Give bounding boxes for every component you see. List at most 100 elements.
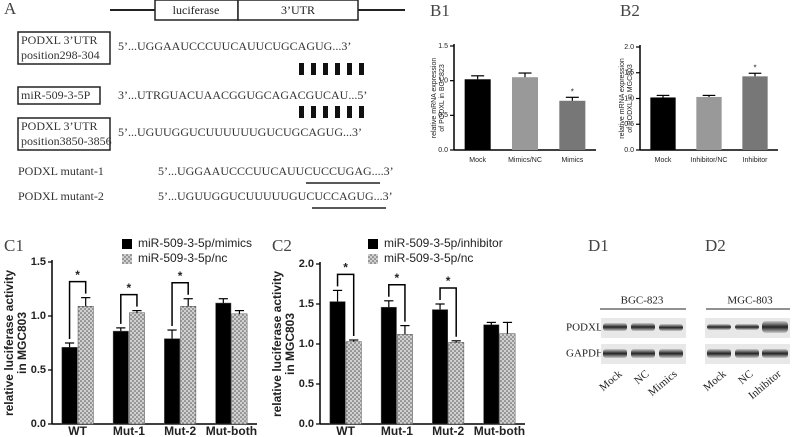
x-tick-label: Mut-2: [164, 424, 196, 437]
lane-label: Mock: [597, 368, 625, 394]
x-tick-label: WT: [336, 424, 355, 437]
bar: [61, 347, 78, 425]
panel-label: C2: [272, 236, 292, 255]
sequence-label: PODXL 3’UTR: [21, 119, 98, 133]
lane-label: Inhibitor: [746, 368, 783, 402]
legend-label: miR-509-3-5p/inhibitor: [384, 236, 503, 250]
y-tick-label: 0.0: [299, 418, 314, 430]
pairing-bars: [299, 106, 364, 118]
panel-label: D2: [705, 236, 726, 255]
x-tick-label: Mock: [469, 157, 486, 164]
bar: [380, 306, 397, 425]
y-tick-label: 1.0: [299, 338, 314, 350]
bar: [559, 100, 586, 150]
sequence-label: PODXL 3’UTR: [21, 33, 98, 47]
x-tick-label: Mimics: [561, 157, 583, 164]
y-axis-label: relative mRNA expression: [431, 58, 438, 139]
y-axis-label: relative luciferase activity: [270, 271, 284, 417]
y-tick-label: 0.5: [31, 364, 46, 376]
construct-label: luciferase: [173, 3, 220, 17]
y-tick-label: 1.0: [31, 310, 46, 322]
significance-bracket: [388, 284, 406, 322]
y-tick-label: 0.5: [624, 121, 634, 128]
sequence: 5’...UGUUGGUCUUUUUUGUCUGCAGUG...3’: [118, 125, 362, 139]
construct-label: 3’UTR: [281, 3, 315, 17]
x-tick-label: Mut-1: [381, 424, 413, 437]
y-axis-label: in MGC803: [15, 312, 29, 374]
bar: [448, 342, 465, 425]
utr-box: [237, 0, 359, 21]
bar: [129, 312, 145, 425]
legend-swatch: [368, 239, 378, 249]
y-tick-label: 2.0: [624, 44, 634, 51]
x-tick-label: Mut-both: [474, 424, 525, 437]
label-box: [17, 117, 111, 151]
sequence: 5’...UGUUGGUCUUUUUGUCUCCAGUG...3’: [158, 189, 393, 203]
significance: *: [178, 269, 183, 283]
y-tick-label: 1.5: [624, 70, 634, 77]
panel-label: D1: [588, 236, 609, 255]
bar: [432, 309, 448, 425]
significance-bracket: [120, 293, 138, 324]
sequence-label: position3850-3856: [21, 134, 112, 148]
lane-label: NC: [736, 368, 755, 387]
bands: [707, 321, 788, 358]
x-tick-label: Mock: [655, 157, 672, 164]
y-tick-label: 0.0: [31, 418, 46, 430]
sequence: 3’...UTRGUACUAACGGUGCAGACGUCAU...5’: [118, 88, 367, 102]
significance: *: [446, 274, 451, 288]
cell-line: BGC-823: [621, 295, 664, 307]
significance: *: [343, 261, 348, 275]
y-tick-label: 1.5: [299, 298, 314, 310]
bar: [345, 341, 362, 425]
panel-d1: BGC-823 PODXL GAPDH Mock NC Mimics: [566, 295, 686, 399]
x-tick-label: WT: [68, 424, 87, 437]
panel-label: B1: [430, 1, 450, 20]
lane-label: Mimics: [646, 368, 679, 399]
significance-bracket: [336, 273, 355, 336]
panel-a: A luciferase 3’UTR PODXL 3’UTR position2…: [4, 0, 405, 209]
y-tick-label: 0.5: [299, 378, 314, 390]
significance: *: [75, 268, 80, 282]
pairing-bars: [299, 63, 364, 75]
significance-bracket: [171, 281, 189, 327]
y-tick-label: 1.0: [624, 95, 634, 102]
legend-label: miR-509-3-5p/nc: [138, 251, 227, 265]
y-tick-label: 1.5: [31, 256, 46, 268]
panel-label: A: [4, 0, 17, 18]
label-box: [17, 86, 101, 105]
sequence-label: PODXL mutant-2: [18, 189, 104, 203]
y-axis-label: relative mRNA expression: [619, 58, 626, 139]
bar: [464, 79, 491, 150]
bar: [397, 334, 413, 425]
x-tick-label: Inhibitor: [743, 157, 769, 164]
bar: [215, 302, 232, 425]
blot-row-label: PODXL: [566, 322, 603, 334]
x-tick-label: Mut-1: [113, 424, 145, 437]
bar: [696, 96, 722, 150]
y-axis-label: of PODXL in BGC823: [439, 64, 446, 132]
y-axis-label: of PODXL in MGC803: [627, 64, 634, 133]
bar: [499, 333, 516, 425]
sequence: 5’...UGGAAUCCCUUCAUUCUCCUGAG....3’: [158, 164, 394, 178]
sequence-label: position298-304: [21, 48, 100, 62]
sequence-label: PODXL mutant-1: [18, 164, 104, 178]
y-tick-label: 1.5: [438, 43, 448, 50]
cell-line: MGC-803: [727, 295, 773, 307]
x-tick-label: Inhibitor/NC: [691, 157, 728, 164]
sequence: 5’...UGGAAUCCCUUCAUUCUGCAGUG...3’: [118, 39, 351, 53]
bar: [650, 97, 676, 150]
y-tick-label: 2.0: [299, 258, 314, 270]
legend-swatch: [368, 254, 378, 264]
label-box: [17, 31, 111, 65]
legend-swatch: [122, 254, 132, 264]
significance: *: [127, 281, 132, 295]
y-tick-label: 0.5: [438, 112, 448, 119]
legend-label: miR-509-3-5p/mimics: [138, 236, 252, 250]
legend-label: miR-509-3-5p/nc: [384, 251, 473, 265]
y-tick-label: 0.0: [624, 147, 634, 154]
bar: [483, 324, 500, 425]
y-axis-label: in MGC803: [283, 313, 297, 375]
bar: [77, 306, 94, 425]
